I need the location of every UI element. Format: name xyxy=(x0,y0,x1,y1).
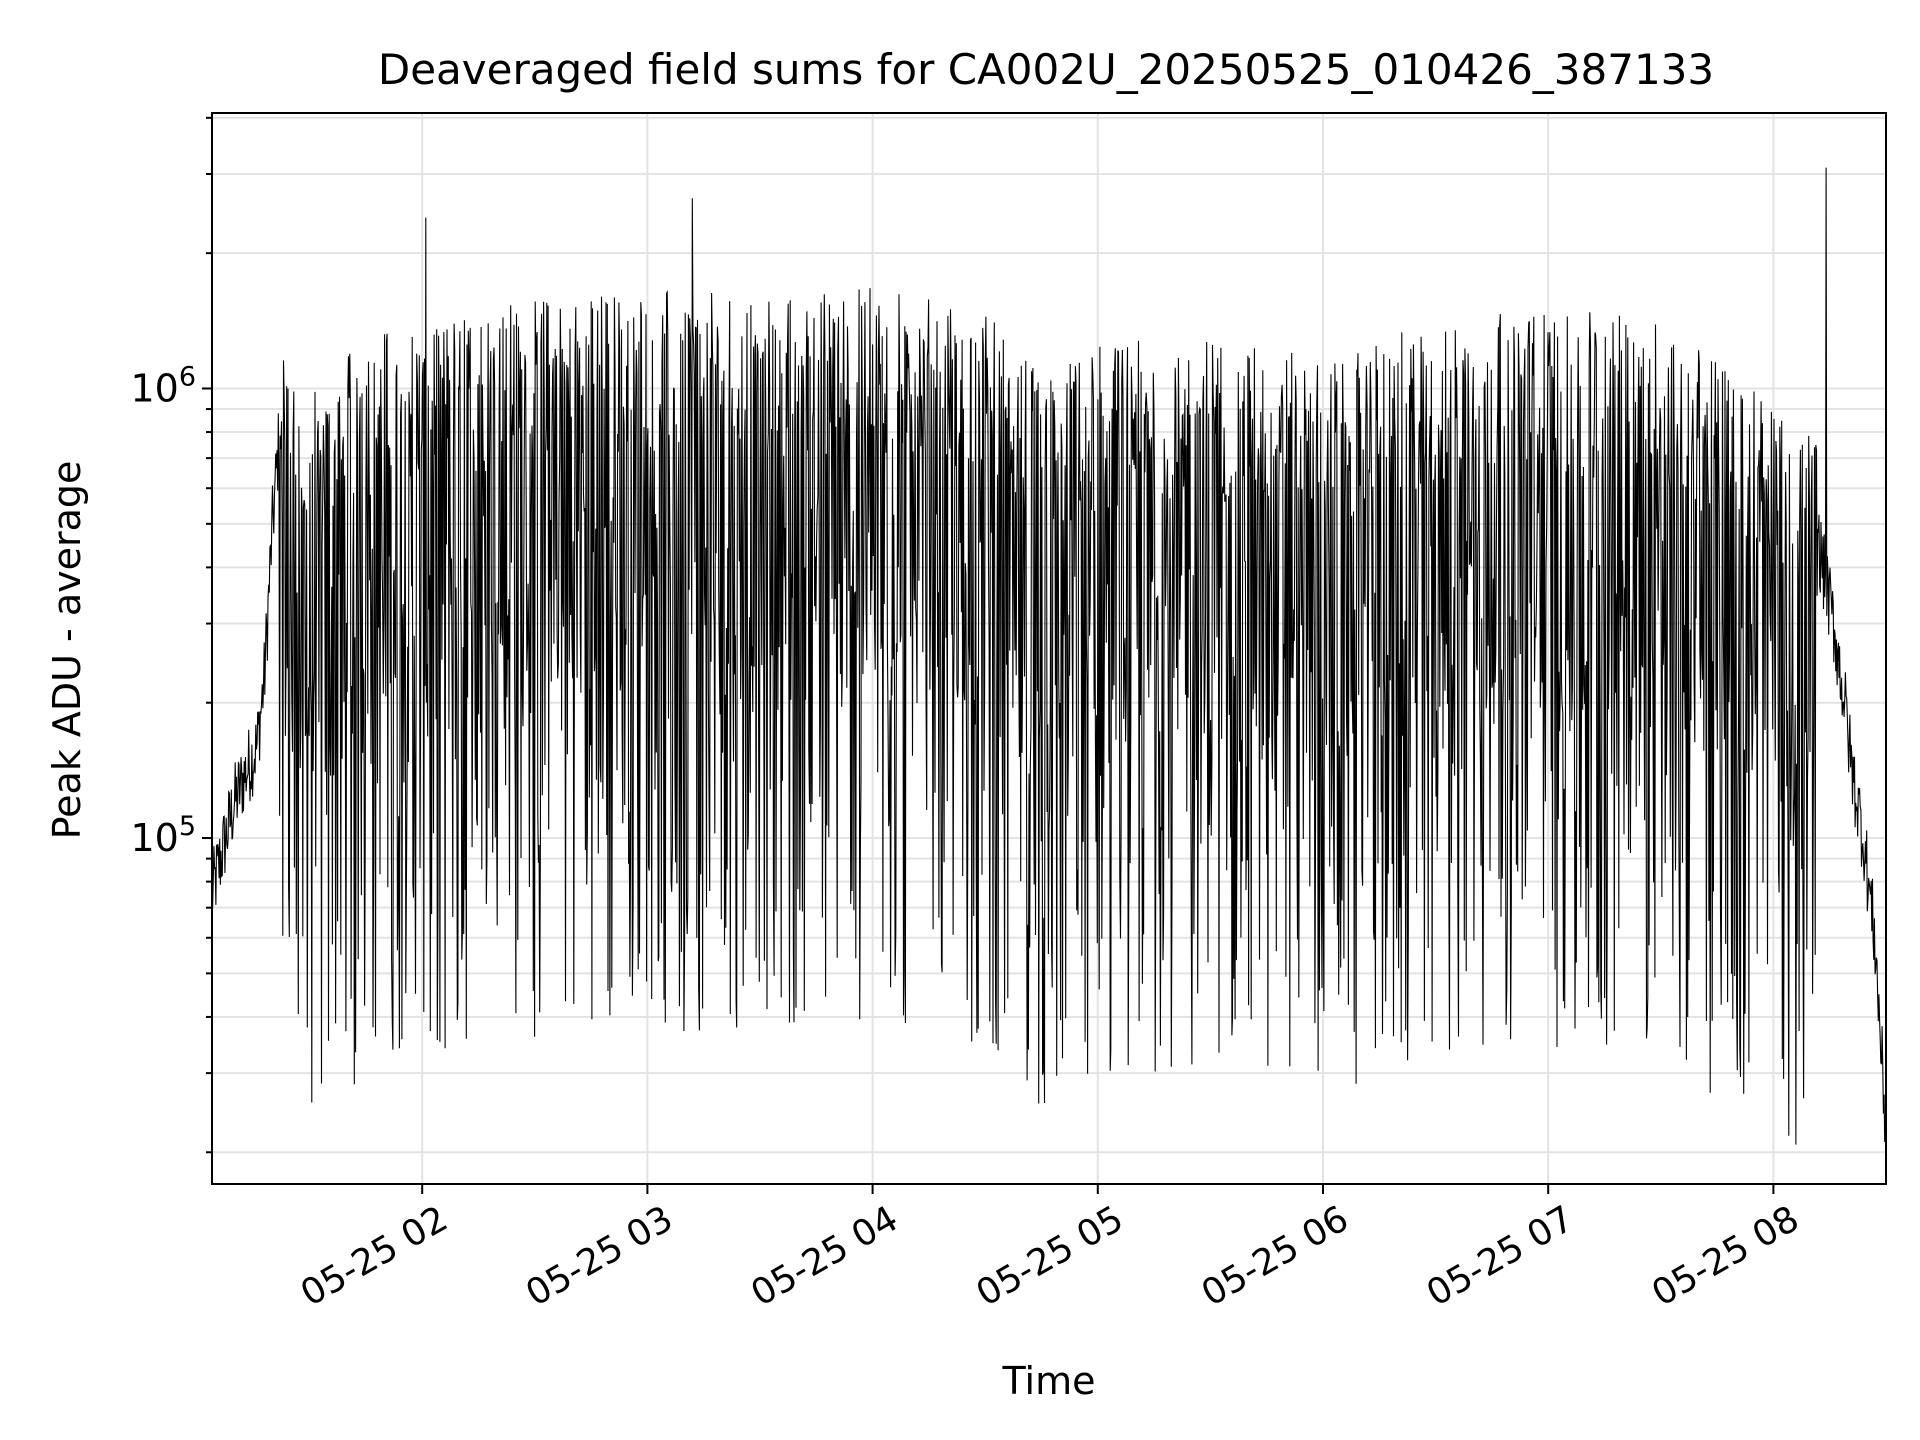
chart-title: Deaveraged field sums for CA002U_2025052… xyxy=(378,45,1714,94)
data-series xyxy=(211,167,1887,1146)
y-tick-label: 106 xyxy=(130,361,196,410)
x-axis-label: Time xyxy=(1002,1359,1096,1403)
y-tick-label: 105 xyxy=(130,811,196,860)
plot-frame xyxy=(211,112,1887,1185)
grid xyxy=(212,113,1886,1184)
y-axis-label: Peak ADU - average xyxy=(45,461,89,840)
series-line xyxy=(211,167,1887,1146)
